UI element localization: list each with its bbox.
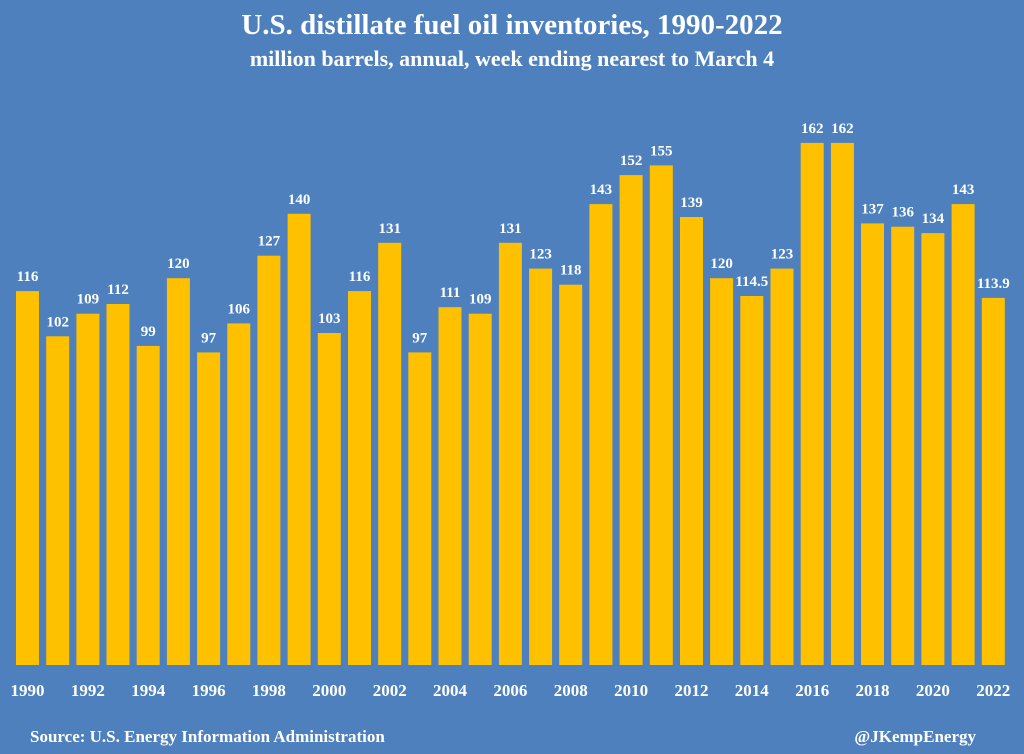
data-labels-group: 116 102 109 112 99 120 97 106 127 140 103 116 131 97 1… <box>17 121 1010 347</box>
bar-2004 <box>438 307 462 665</box>
data-label-2009: 143 <box>590 182 613 198</box>
data-label-2006: 131 <box>499 221 522 237</box>
bar-2003 <box>408 352 432 665</box>
x-tick-label-1992: 1992 <box>71 681 105 700</box>
bar-2000 <box>317 333 341 665</box>
data-label-2007: 123 <box>529 247 552 263</box>
data-label-2010: 152 <box>620 153 643 169</box>
bar-2020 <box>921 233 945 665</box>
x-tick-label-1998: 1998 <box>252 681 286 700</box>
x-tick-label-2006: 2006 <box>493 681 527 700</box>
x-tick-label-1996: 1996 <box>192 681 226 700</box>
data-label-2013: 120 <box>710 256 733 272</box>
data-label-2015: 123 <box>771 247 794 263</box>
bar-2002 <box>378 242 402 666</box>
bar-1993 <box>106 304 130 665</box>
bar-2022 <box>981 297 1005 665</box>
bar-1995 <box>166 278 190 665</box>
bar-2011 <box>649 165 673 665</box>
data-label-1994: 99 <box>141 324 156 340</box>
bar-1998 <box>257 255 281 665</box>
bar-2007 <box>529 268 553 665</box>
data-label-2003: 97 <box>412 330 428 346</box>
bar-2008 <box>559 284 583 665</box>
source-note: Source: U.S. Energy Information Administ… <box>30 727 385 746</box>
bar-2010 <box>619 175 643 665</box>
data-label-2014: 114.5 <box>735 274 768 290</box>
bar-1992 <box>76 313 100 665</box>
x-tick-label-2012: 2012 <box>675 681 709 700</box>
x-tick-label-2002: 2002 <box>373 681 407 700</box>
data-label-1993: 112 <box>107 282 129 298</box>
bar-2006 <box>498 242 522 666</box>
bar-2014 <box>740 296 764 665</box>
data-label-1998: 127 <box>258 234 281 250</box>
x-tick-label-2018: 2018 <box>856 681 890 700</box>
chart-title: U.S. distillate fuel oil inventories, 19… <box>241 9 782 41</box>
x-tick-label-2022: 2022 <box>976 681 1010 700</box>
data-label-2008: 118 <box>560 263 582 279</box>
chart-subtitle: million barrels, annual, week ending nea… <box>250 46 774 71</box>
bars-group <box>16 142 1005 666</box>
bar-2012 <box>680 217 703 665</box>
data-label-2005: 109 <box>469 292 492 308</box>
bar-2001 <box>348 291 371 665</box>
bar-2015 <box>770 268 794 665</box>
bar-1996 <box>197 352 221 665</box>
data-label-2002: 131 <box>378 221 401 237</box>
data-label-2019: 136 <box>891 205 914 221</box>
data-label-2001: 116 <box>349 269 371 285</box>
data-label-1992: 109 <box>77 292 100 308</box>
data-label-2022: 113.9 <box>977 276 1010 292</box>
x-tick-label-2010: 2010 <box>614 681 648 700</box>
bar-1999 <box>287 213 311 666</box>
data-label-2017: 162 <box>831 121 854 137</box>
x-tick-label-1994: 1994 <box>131 681 166 700</box>
data-label-1999: 140 <box>288 192 311 208</box>
data-label-2020: 134 <box>922 211 945 227</box>
data-label-1996: 97 <box>201 330 217 346</box>
bar-2013 <box>710 278 734 665</box>
x-tick-label-2004: 2004 <box>433 681 468 700</box>
data-label-2011: 155 <box>650 143 673 159</box>
x-tick-label-1990: 1990 <box>11 681 45 700</box>
x-tick-label-2008: 2008 <box>554 681 588 700</box>
bar-1991 <box>46 336 70 665</box>
bar-2019 <box>891 226 915 665</box>
x-tick-labels-group: 1990 1992 1994 1996 1998 2000 2002 2004 2006 2008… <box>11 681 1011 700</box>
data-label-2018: 137 <box>861 201 884 217</box>
x-tick-label-2020: 2020 <box>916 681 950 700</box>
bar-2017 <box>830 142 854 665</box>
data-label-2016: 162 <box>801 121 824 137</box>
data-label-1990: 116 <box>17 269 39 285</box>
bar-2016 <box>800 142 824 665</box>
bar-2021 <box>951 204 975 665</box>
bar-2018 <box>861 223 884 665</box>
data-label-2021: 143 <box>952 182 975 198</box>
data-label-2000: 103 <box>318 311 341 327</box>
data-label-1997: 106 <box>228 301 251 317</box>
data-label-1991: 102 <box>46 314 69 330</box>
bar-1990 <box>16 291 39 665</box>
data-label-2012: 139 <box>680 195 703 211</box>
bar-1997 <box>227 323 251 665</box>
bar-2009 <box>589 204 613 665</box>
x-tick-label-2016: 2016 <box>795 681 829 700</box>
data-label-1995: 120 <box>167 256 190 272</box>
x-tick-label-2014: 2014 <box>735 681 770 700</box>
bar-1994 <box>136 345 160 665</box>
author-credit: @JKempEnergy <box>854 727 976 746</box>
x-tick-label-2000: 2000 <box>312 681 346 700</box>
data-label-2004: 111 <box>440 285 461 301</box>
bar-2005 <box>468 313 492 665</box>
